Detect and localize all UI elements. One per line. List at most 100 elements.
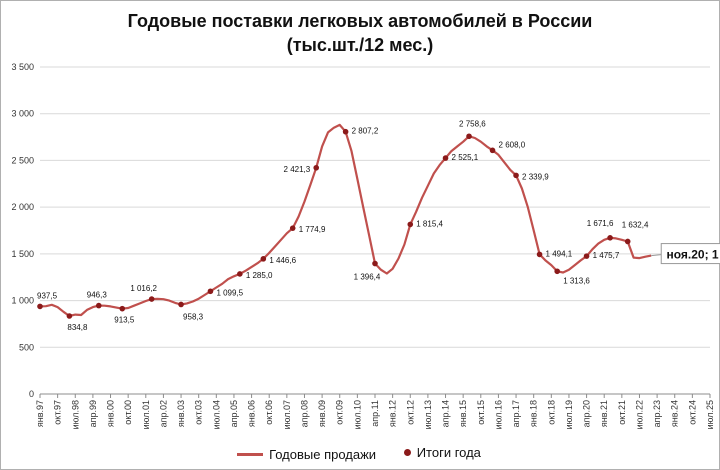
x-tick-label: янв.24 <box>670 400 680 427</box>
year-total-point <box>407 221 414 228</box>
year-total-point <box>342 128 349 135</box>
y-tick-label: 1 000 <box>11 296 34 306</box>
year-total-label: 1 815,4 <box>416 219 443 228</box>
x-tick-label: апр.11 <box>370 400 380 427</box>
year-total-label: 1 446,6 <box>269 256 296 265</box>
year-total-label: 2 758,6 <box>459 119 486 128</box>
x-tick-label: июл.01 <box>141 400 151 429</box>
legend-label-sales: Годовые продажи <box>269 447 377 462</box>
year-total-label: 1 285,0 <box>246 271 273 280</box>
x-tick-label: апр.02 <box>158 400 168 427</box>
y-tick-label: 3 500 <box>11 62 34 72</box>
y-tick-label: 1 500 <box>11 249 34 259</box>
x-tick-label: июл.25 <box>705 400 715 429</box>
year-total-label: 2 339,9 <box>522 172 549 181</box>
x-tick-label: янв.18 <box>529 400 539 427</box>
year-total-point <box>513 172 519 179</box>
year-total-label: 2 807,2 <box>352 127 379 136</box>
year-total-point <box>554 268 560 275</box>
year-total-point <box>178 301 184 308</box>
latest-callout-label: ноя.20; 1 481,6 <box>666 248 720 262</box>
x-tick-label: окт.06 <box>264 400 274 425</box>
y-tick-label: 3 000 <box>11 109 34 119</box>
x-tick-label: июл.04 <box>211 400 221 429</box>
year-total-label: 1 099,5 <box>216 288 243 297</box>
year-total-label: 1 494,1 <box>546 249 573 258</box>
x-tick-label: окт.00 <box>123 400 133 425</box>
year-total-point <box>624 238 631 245</box>
sales-line <box>39 123 629 318</box>
y-tick-label: 2 500 <box>11 155 34 165</box>
year-total-label: 1 475,7 <box>593 251 620 260</box>
year-total-point <box>207 288 214 295</box>
x-tick-label: июл.07 <box>282 400 292 429</box>
year-total-label: 2 608,0 <box>499 140 526 149</box>
x-tick-label: июл.10 <box>352 400 362 429</box>
x-tick-label: апр.05 <box>229 400 239 427</box>
year-total-label: 946,3 <box>87 291 108 300</box>
x-tick-label: окт.12 <box>405 400 415 425</box>
x-tick-label: апр.23 <box>652 400 662 427</box>
year-total-point <box>66 313 73 319</box>
x-tick-label: янв.21 <box>599 400 609 427</box>
year-total-point <box>607 235 613 241</box>
x-tick-label: апр.14 <box>441 400 451 427</box>
y-tick-label: 2 000 <box>11 202 34 212</box>
latest-callout-leader <box>651 254 662 257</box>
year-total-label: 913,5 <box>114 316 135 325</box>
x-tick-label: янв.09 <box>317 400 327 427</box>
legend-item-year-totals: Итоги года <box>403 445 481 460</box>
year-total-point <box>119 305 126 312</box>
chart-title-line: Годовые поставки легковых автомобилей в … <box>127 11 593 31</box>
year-total-label: 1 671,6 <box>587 219 614 228</box>
year-total-point <box>289 225 296 231</box>
year-total-label: 1 632,4 <box>622 220 649 229</box>
year-total-label: 1 396,4 <box>354 273 381 282</box>
year-total-point <box>442 155 449 161</box>
x-tick-label: янв.15 <box>458 400 468 427</box>
x-tick-label: окт.18 <box>546 400 556 425</box>
year-total-label: 937,5 <box>37 291 58 300</box>
year-total-point <box>536 251 543 258</box>
year-total-label: 834,8 <box>67 323 88 332</box>
x-tick-label: янв.06 <box>247 400 257 427</box>
year-total-label: 1 313,6 <box>563 276 590 285</box>
year-total-point <box>260 256 267 262</box>
year-total-point <box>489 147 496 154</box>
x-tick-label: апр.99 <box>88 400 98 427</box>
x-tick-label: апр.17 <box>511 400 521 427</box>
year-total-label: 1 774,9 <box>299 225 326 234</box>
legend-line-swatch <box>237 453 264 456</box>
x-tick-label: окт.15 <box>476 400 486 425</box>
year-total-label: 1 016,2 <box>130 284 157 293</box>
year-total-point <box>148 296 155 302</box>
x-tick-label: янв.97 <box>35 400 45 427</box>
year-total-label: 958,3 <box>183 312 204 321</box>
latest-callout-box <box>660 243 720 265</box>
y-tick-label: 0 <box>29 389 34 399</box>
x-tick-label: янв.03 <box>176 400 186 427</box>
year-total-point <box>37 303 43 310</box>
chart-title: Годовые поставки легковых автомобилей в … <box>1 9 719 57</box>
x-tick-label: окт.03 <box>194 400 204 425</box>
x-tick-label: июл.19 <box>564 400 574 429</box>
legend-dot-swatch <box>403 449 411 456</box>
year-total-point <box>313 164 320 171</box>
year-total-label: 2 525,1 <box>452 153 479 162</box>
x-tick-label: июл.16 <box>493 400 503 429</box>
x-tick-label: янв.12 <box>388 400 398 427</box>
sales-line-latest <box>626 241 652 260</box>
x-tick-label: окт.97 <box>53 400 63 425</box>
x-tick-label: апр.08 <box>299 400 309 427</box>
chart-subtitle-line: (тыс.шт./12 мес.) <box>286 35 434 55</box>
year-total-point <box>372 260 378 267</box>
chart-legend: Годовые продажи Итоги года <box>0 444 718 462</box>
year-total-label: 2 421,3 <box>284 165 311 174</box>
year-total-point <box>95 302 102 309</box>
x-tick-label: окт.21 <box>617 400 627 425</box>
x-tick-label: июл.22 <box>634 400 644 429</box>
x-tick-label: апр.20 <box>582 400 592 427</box>
year-total-point <box>583 253 590 259</box>
